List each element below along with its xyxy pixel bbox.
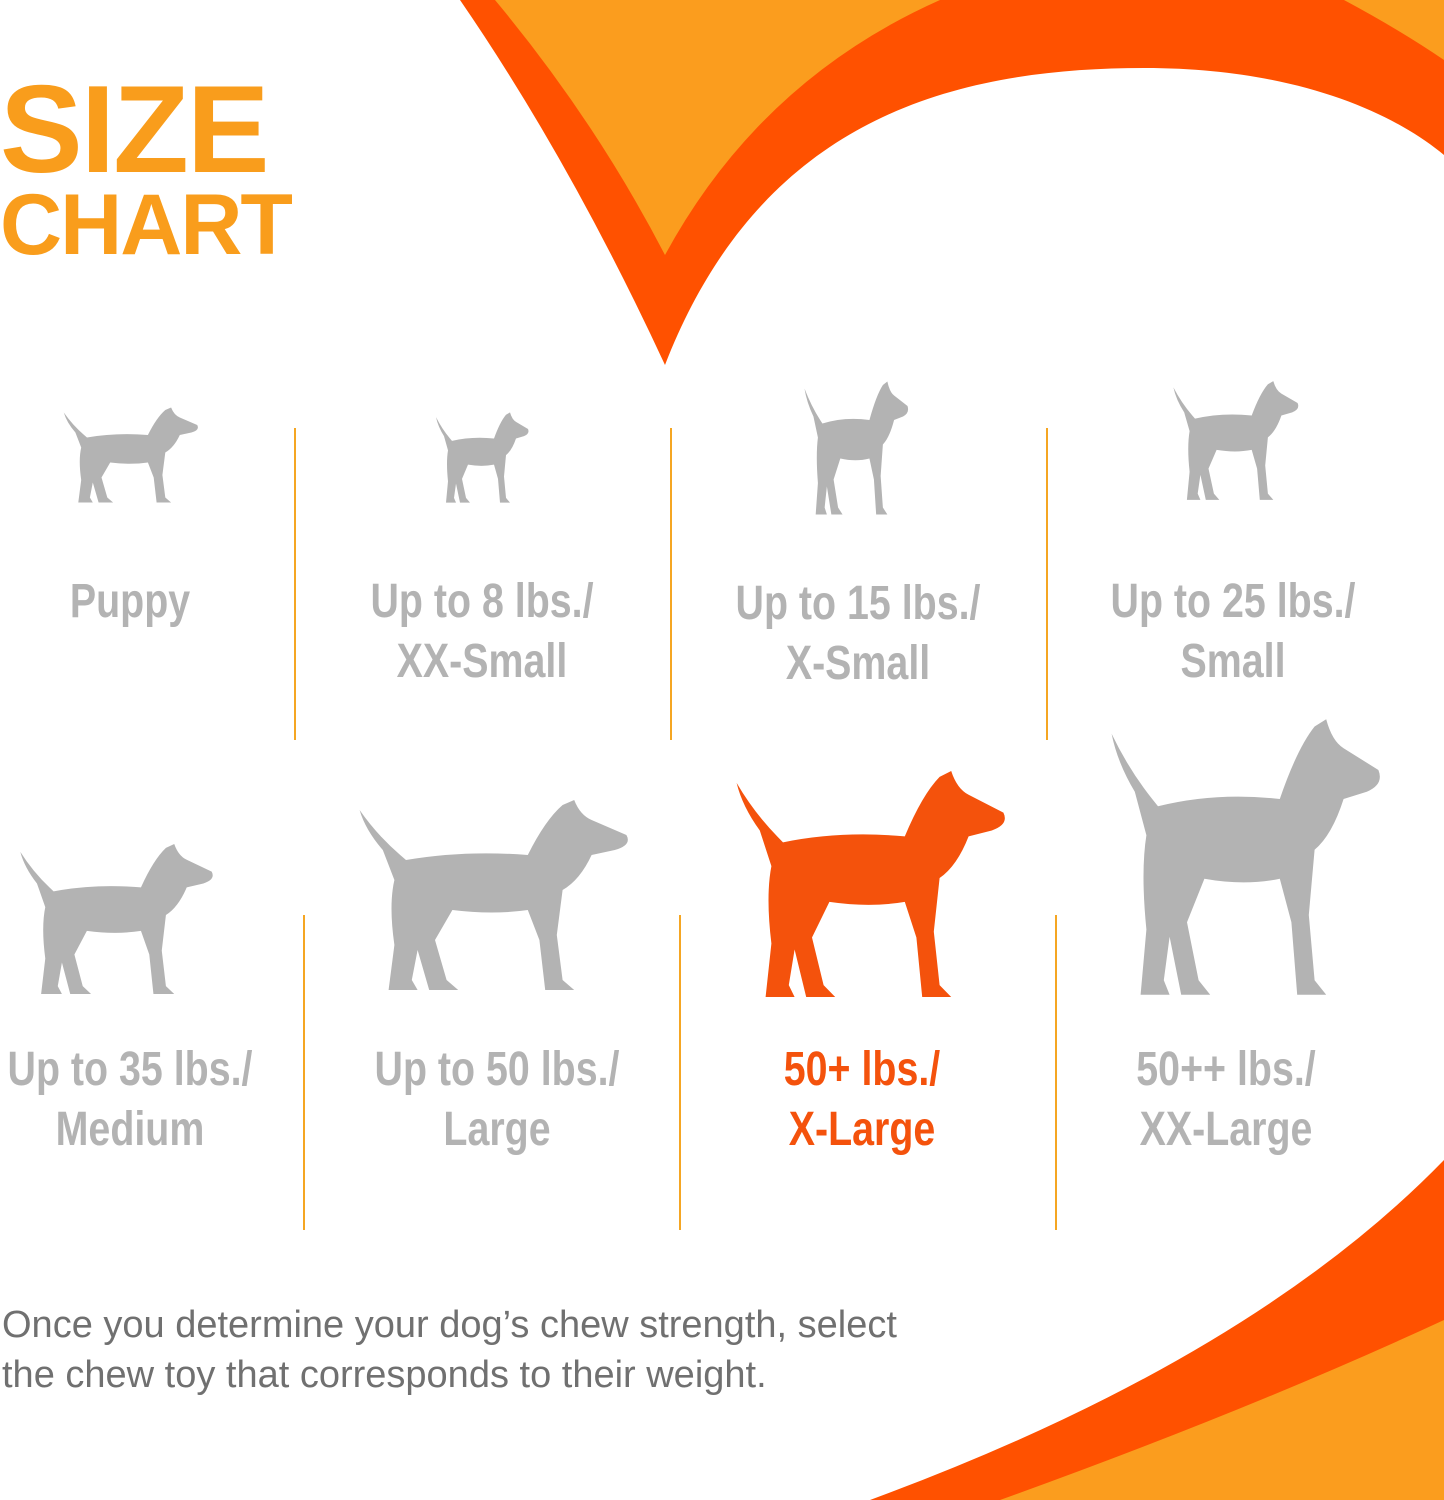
size-name: XX-Large	[1139, 1103, 1313, 1156]
size-label: Up to 25 lbs./ Small	[1069, 572, 1397, 692]
size-name: Small	[1180, 635, 1286, 688]
yorkie-silhouette-icon	[1168, 378, 1303, 508]
beagle-silhouette-icon	[12, 840, 220, 1003]
size-label: Up to 35 lbs./ Medium	[0, 1040, 294, 1160]
title-size: SIZE	[0, 61, 270, 199]
shepherd-silhouette-icon	[725, 765, 1015, 1008]
size-label: Up to 15 lbs./ X-Small	[694, 574, 1022, 694]
bottom-orange-swoosh	[1000, 1320, 1444, 1500]
size-name: X-Large	[788, 1103, 936, 1156]
size-weight: Up to 8 lbs./	[370, 575, 594, 628]
size-weight: Up to 50 lbs./	[374, 1043, 620, 1096]
size-weight: Puppy	[69, 575, 191, 628]
size-label: 50++ lbs./ XX-Large	[1062, 1040, 1390, 1160]
size-name: Large	[443, 1103, 551, 1156]
size-weight: 50++ lbs./	[1136, 1043, 1316, 1096]
divider	[1046, 428, 1048, 740]
divider	[1055, 915, 1057, 1230]
instruction-note: Once you determine your dog’s chew stren…	[2, 1300, 897, 1400]
size-label: Up to 8 lbs./ XX-Small	[318, 572, 646, 692]
divider	[670, 428, 672, 740]
size-label: Puppy	[0, 572, 294, 632]
size-weight: Up to 35 lbs./	[7, 1043, 253, 1096]
size-label: 50+ lbs./ X-Large	[698, 1040, 1026, 1160]
toy-terrier-silhouette-icon	[800, 378, 912, 523]
size-label: Up to 50 lbs./ Large	[333, 1040, 661, 1160]
divider	[294, 428, 296, 740]
puppy-silhouette-icon	[58, 405, 203, 510]
top-right-orange-swoosh	[1344, 0, 1444, 60]
note-line-2: the chew toy that corresponds to their w…	[2, 1354, 767, 1396]
size-name: XX-Small	[396, 635, 568, 688]
divider	[303, 915, 305, 1230]
title-chart: CHART	[0, 177, 293, 273]
divider	[679, 915, 681, 1230]
size-weight: Up to 15 lbs./	[735, 577, 981, 630]
note-line-1: Once you determine your dog’s chew stren…	[2, 1304, 897, 1346]
size-name: Medium	[55, 1103, 205, 1156]
labrador-silhouette-icon	[348, 795, 638, 1000]
size-weight: 50+ lbs./	[783, 1043, 941, 1096]
chihuahua-silhouette-icon	[432, 410, 532, 510]
great-dane-silhouette-icon	[1100, 712, 1390, 1007]
size-name: X-Small	[785, 637, 931, 690]
top-orange-swoosh	[495, 0, 940, 255]
size-weight: Up to 25 lbs./	[1110, 575, 1356, 628]
